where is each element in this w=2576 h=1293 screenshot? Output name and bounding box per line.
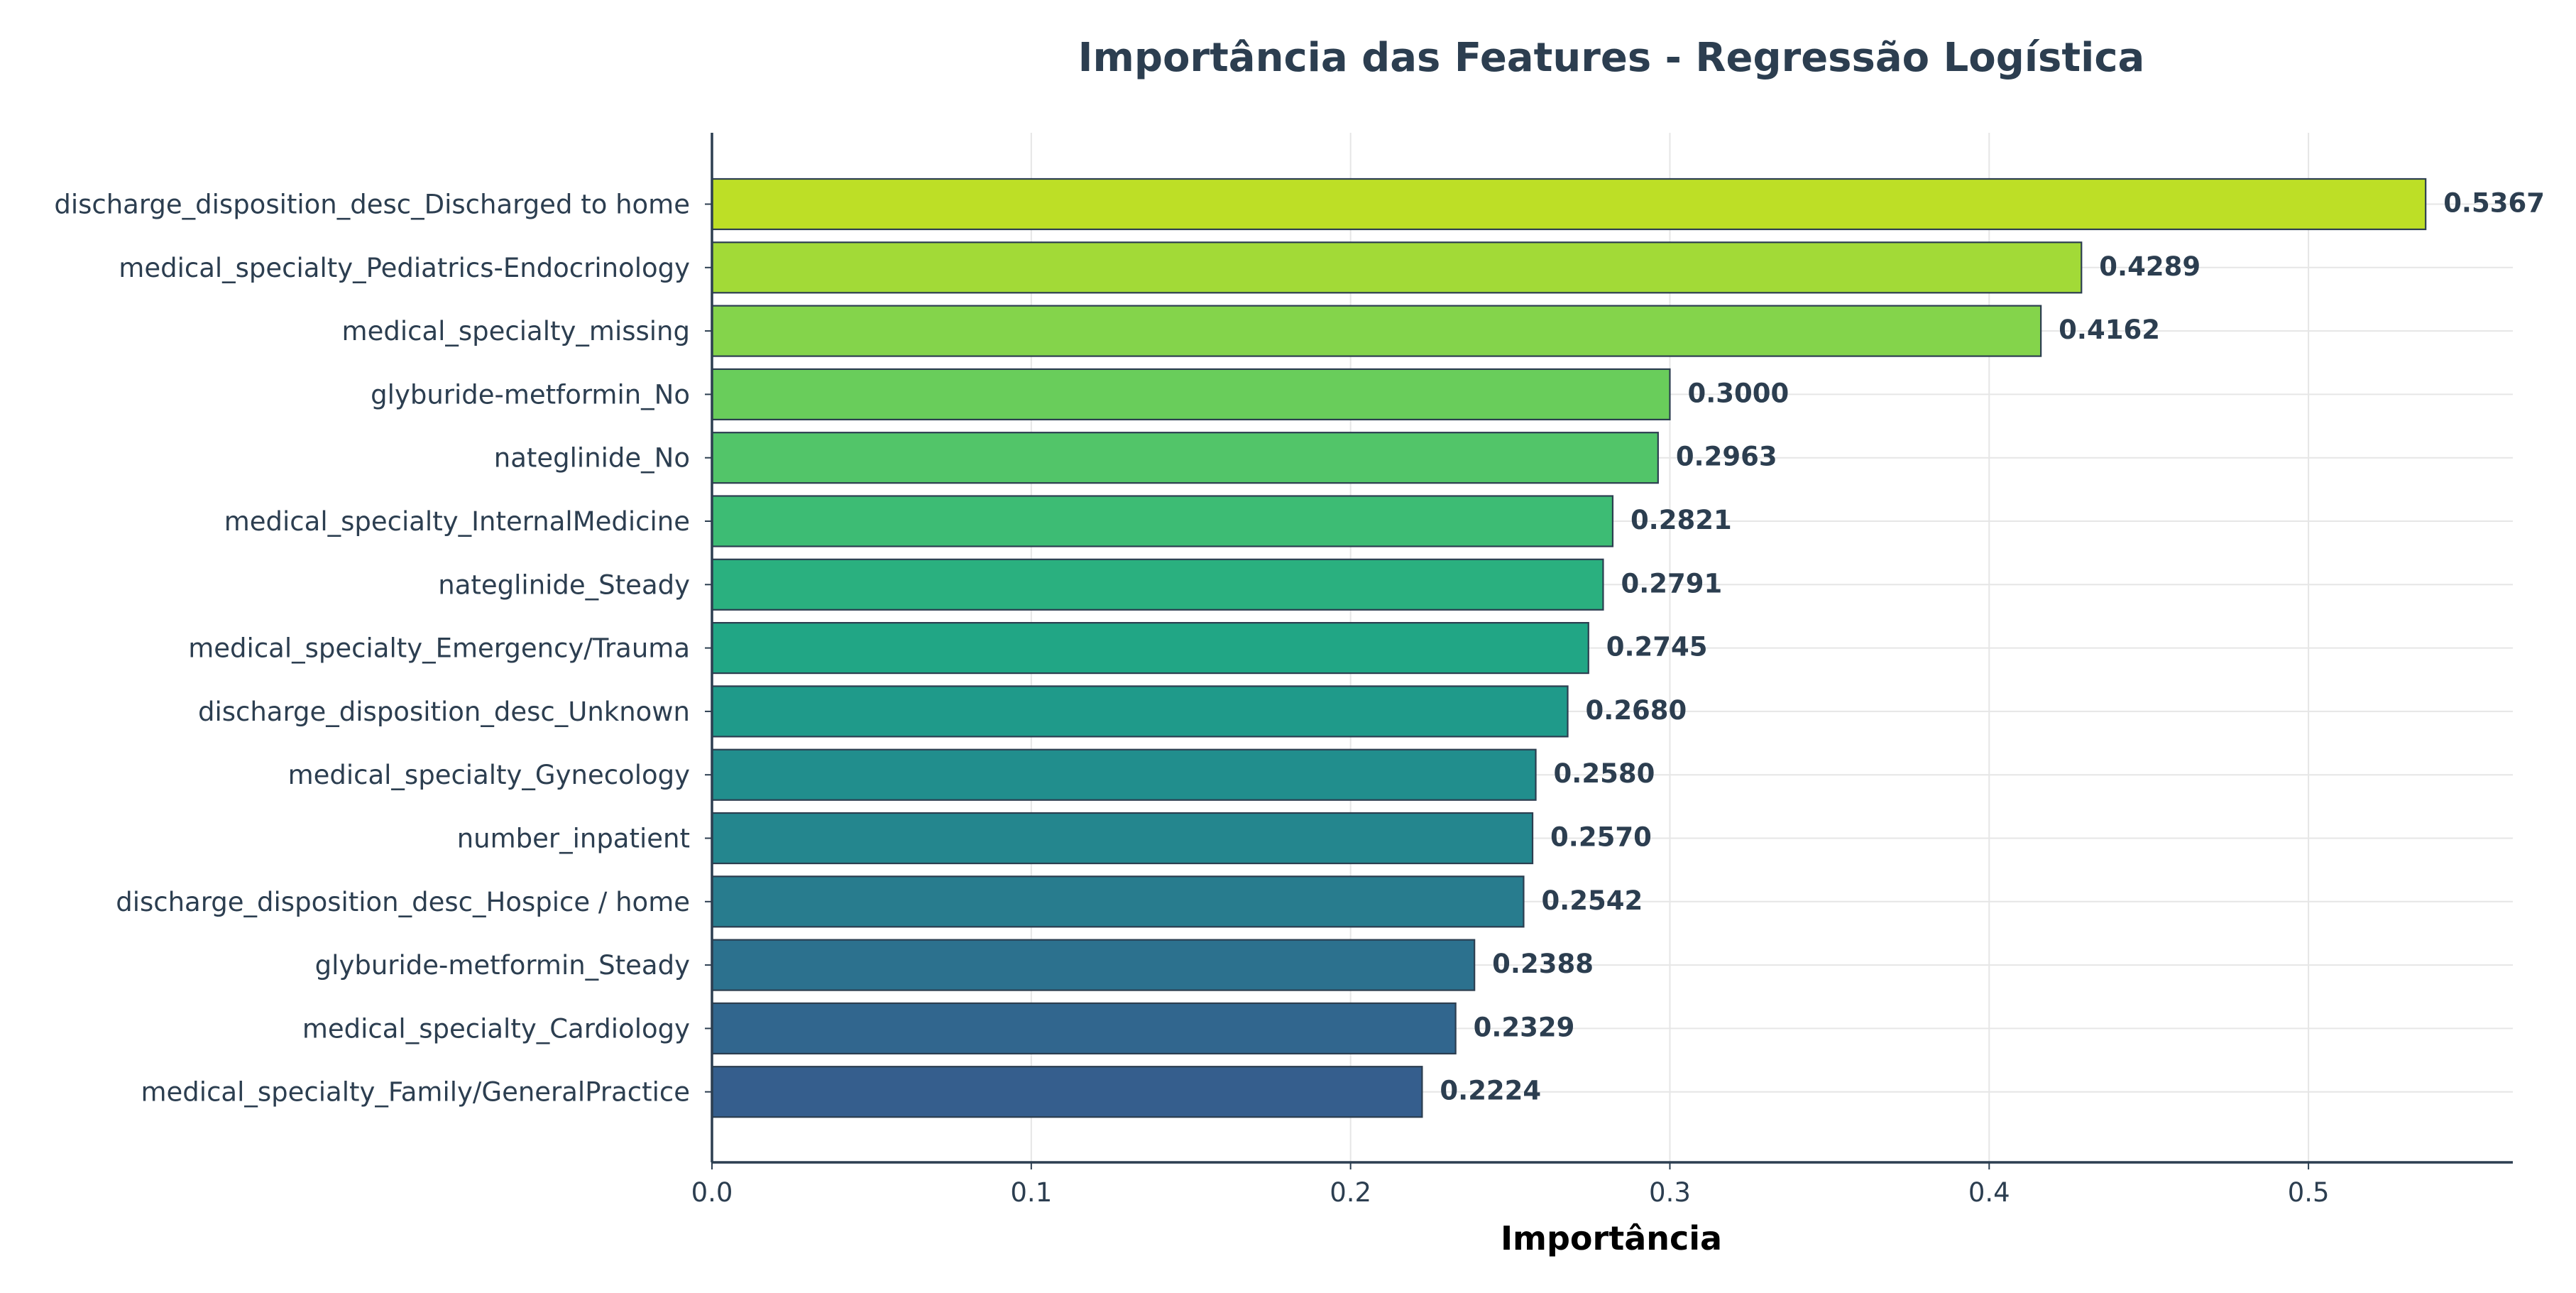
chart-title: Importância das Features - Regressão Log… (1078, 35, 2145, 81)
value-label: 0.2821 (1630, 505, 1732, 535)
value-label: 0.4289 (2099, 251, 2200, 282)
y-tick-label: medical_specialty_Gynecology (288, 760, 690, 790)
y-tick-label: discharge_disposition_desc_Unknown (198, 697, 690, 727)
value-label: 0.4162 (2059, 315, 2160, 345)
y-tick-label: medical_specialty_Pediatrics-Endocrinolo… (119, 253, 690, 283)
y-tick-label: medical_specialty_missing (342, 316, 690, 347)
x-tick-label: 0.3 (1649, 1177, 1691, 1208)
value-label: 0.2224 (1440, 1076, 1541, 1106)
value-label: 0.2791 (1621, 568, 1722, 599)
y-tick-label: medical_specialty_Emergency/Trauma (188, 633, 690, 664)
bar (711, 495, 1614, 547)
bar (711, 812, 1534, 865)
value-label: 0.2329 (1474, 1012, 1575, 1042)
bar (711, 748, 1537, 801)
bar (711, 1002, 1457, 1055)
value-label: 0.2745 (1606, 632, 1708, 662)
x-tick-label: 0.1 (1010, 1177, 1052, 1208)
y-tick-label: number_inpatient (457, 824, 690, 854)
y-tick-label: discharge_disposition_desc_Discharged to… (54, 190, 690, 220)
bar (711, 241, 2083, 294)
y-tick-labels: discharge_disposition_desc_Discharged to… (54, 190, 712, 1108)
value-label: 0.2570 (1550, 822, 1652, 853)
x-tick-labels: 0.0 0.1 0.2 0.3 0.4 0.5 (691, 1162, 2330, 1208)
value-label: 0.2542 (1541, 885, 1643, 916)
x-tick-label: 0.5 (2288, 1177, 2330, 1208)
value-label: 0.5367 (2443, 188, 2545, 219)
bar (711, 939, 1476, 991)
bar (711, 875, 1525, 928)
bar (711, 1066, 1423, 1118)
y-tick-label: medical_specialty_InternalMedicine (224, 506, 690, 537)
y-tick-label: glyburide-metformin_Steady (315, 950, 690, 981)
y-tick-label: glyburide-metformin_No (371, 379, 690, 410)
x-tick-label: 0.2 (1330, 1177, 1371, 1208)
value-label: 0.3000 (1687, 378, 1789, 408)
x-axis-title: Importância (1501, 1219, 1722, 1257)
bars (711, 178, 2427, 1118)
value-label: 0.2680 (1586, 695, 1687, 726)
bar (711, 558, 1604, 611)
bar (711, 368, 1671, 421)
value-label: 0.2388 (1492, 949, 1594, 979)
x-tick-label: 0.0 (691, 1177, 733, 1208)
value-label: 0.2580 (1554, 758, 1655, 789)
bar (711, 432, 1659, 484)
bar (711, 178, 2427, 231)
y-tick-label: discharge_disposition_desc_Hospice / hom… (116, 887, 690, 917)
y-tick-label: medical_specialty_Cardiology (302, 1013, 690, 1044)
value-labels: 0.5367 0.4289 0.4162 0.3000 0.2963 0.2821 0.27… (1440, 188, 2545, 1106)
bar (711, 685, 1569, 738)
value-label: 0.2963 (1676, 442, 1777, 472)
y-tick-label: medical_specialty_Family/GeneralPractice (141, 1077, 691, 1108)
y-tick-label: nateglinide_No (494, 443, 690, 474)
x-tick-label: 0.4 (1968, 1177, 2010, 1208)
bar (711, 305, 2042, 357)
bar (711, 621, 1589, 675)
y-tick-label: nateglinide_Steady (438, 569, 690, 600)
